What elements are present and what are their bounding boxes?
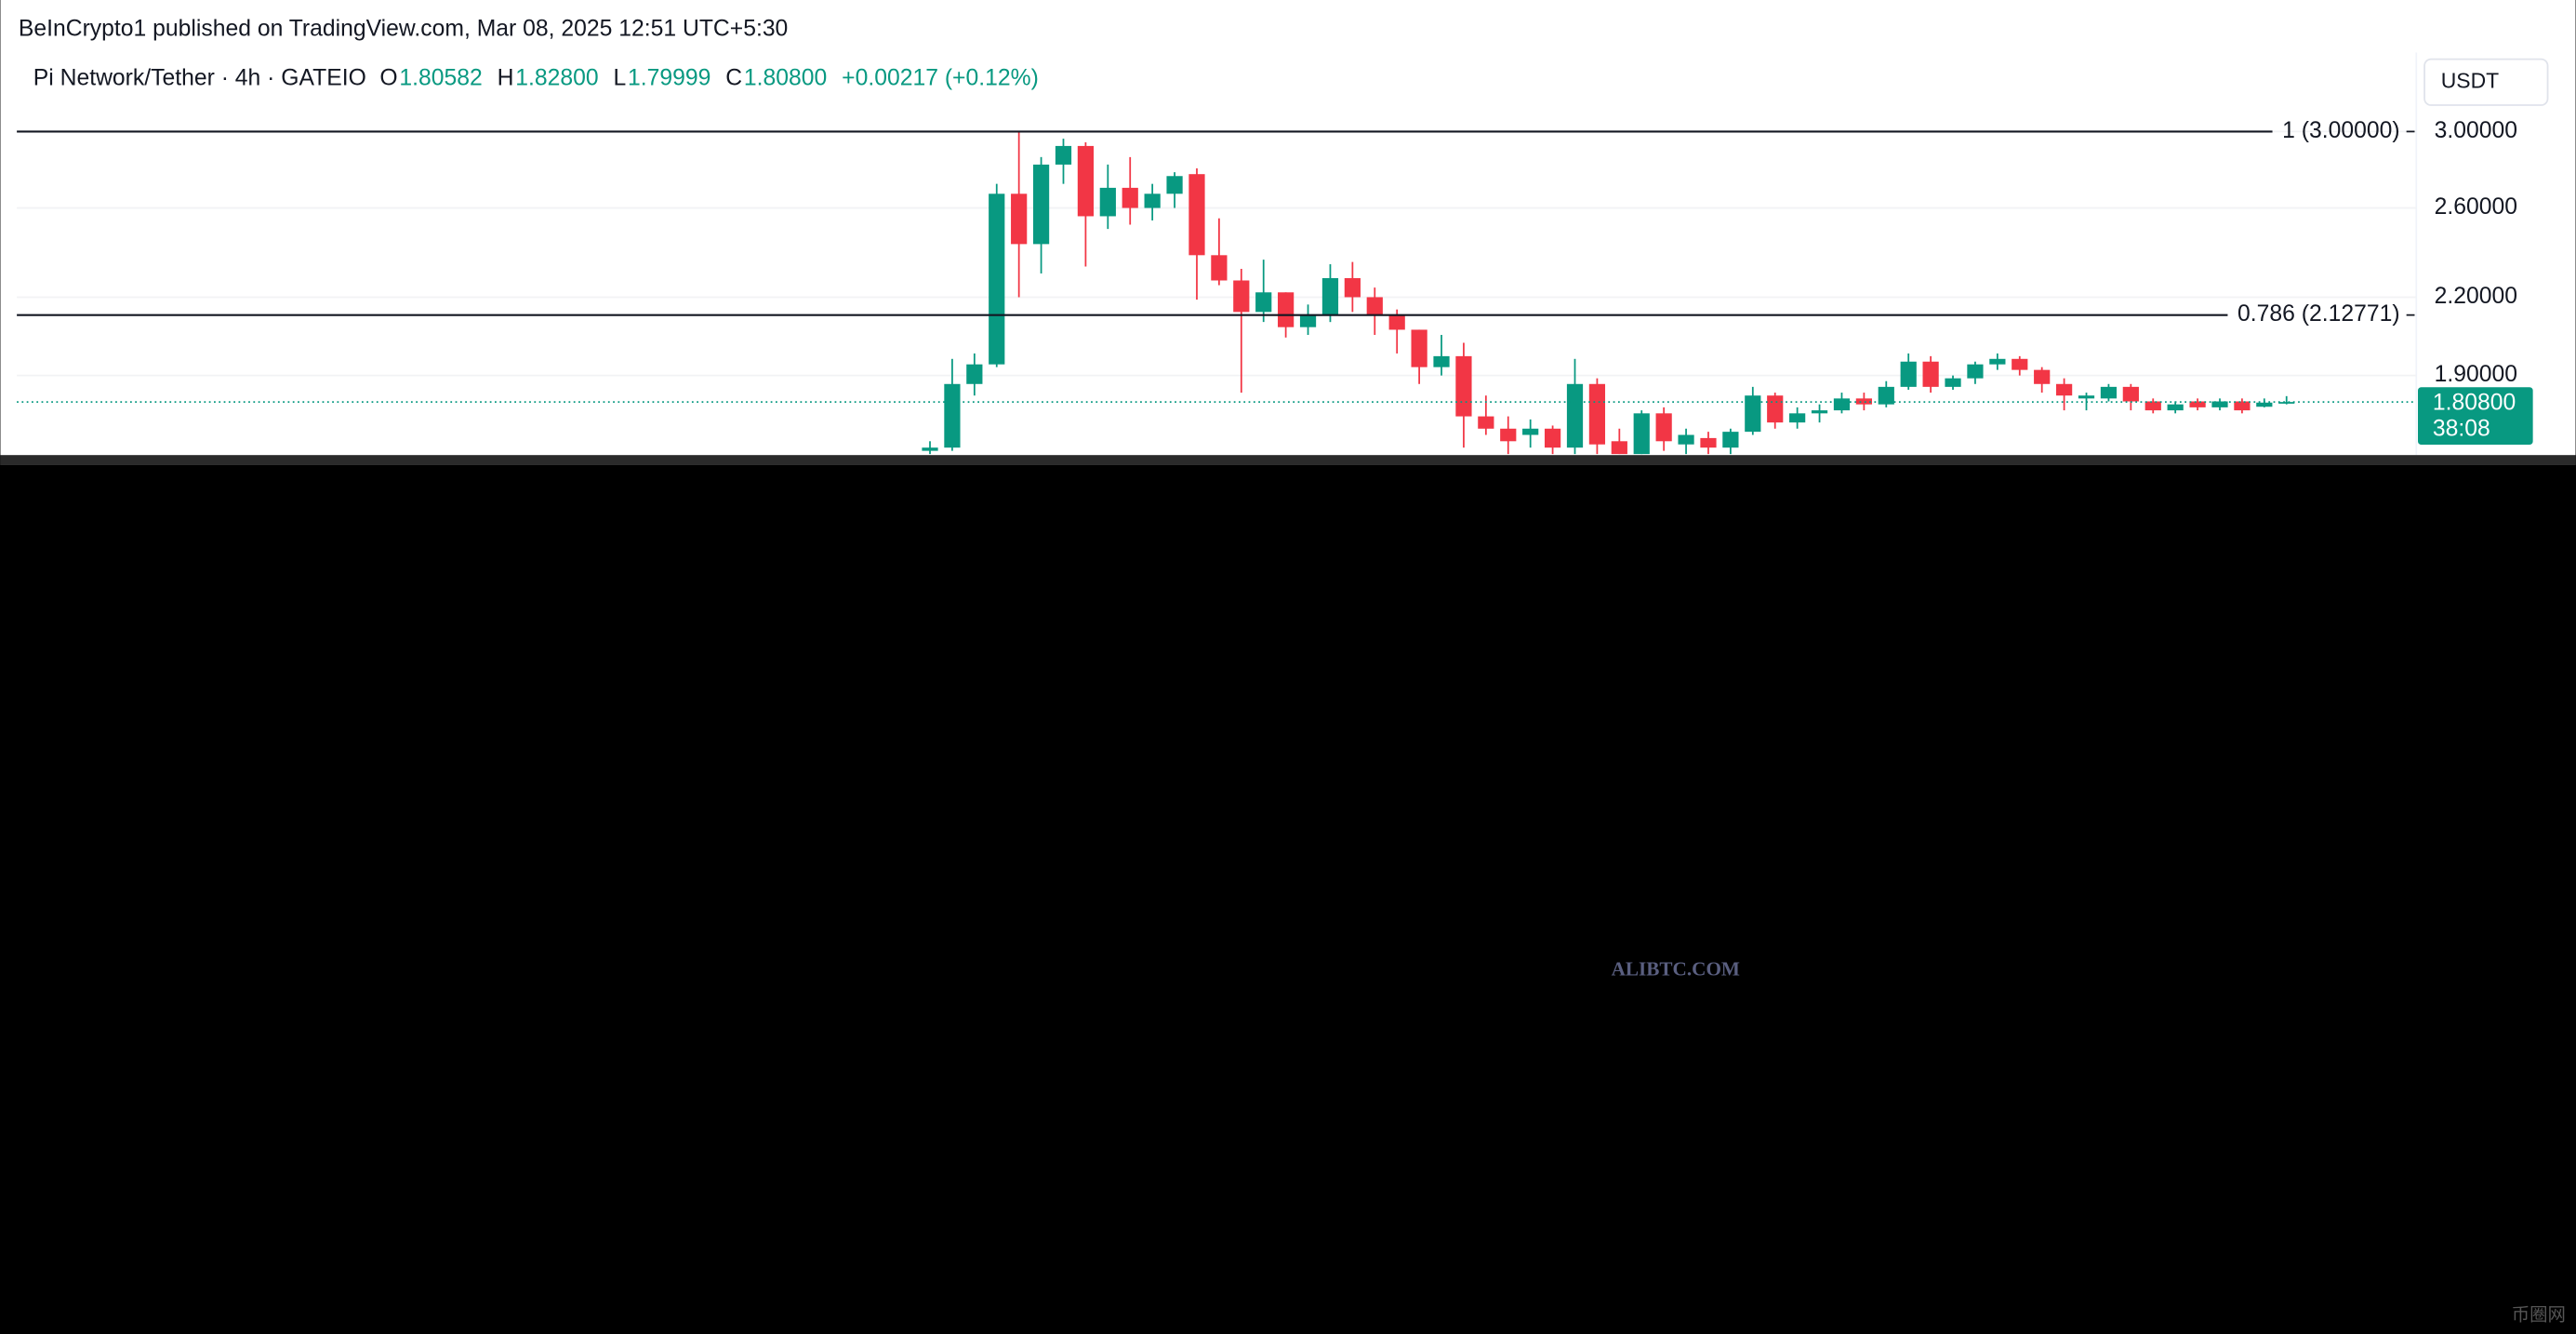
fib-label: 0.786 (2.12771) [2237,301,2400,327]
countdown: 38:08 [2433,417,2490,442]
candle-body [1655,413,1672,442]
chart-background [0,0,2576,465]
candle-body [1166,176,1183,194]
legend-value: 1.82800 [515,65,598,90]
candle-body [1967,364,1984,379]
candle-body [1878,386,1894,405]
candle-body [2211,401,2228,407]
candle-body [944,383,961,448]
candle-body [1722,432,1739,448]
candle-body [2189,401,2206,407]
candle-body [966,364,983,384]
y-tick-label: 2.60000 [2435,194,2517,220]
corner-logo: 币圈网 [2512,1305,2566,1326]
candle-body [2078,395,2095,399]
candle-body [1811,410,1828,414]
candle-body [1833,398,1851,411]
candle-body [1945,378,1961,387]
candle-body [989,193,1005,365]
candle-body [1411,329,1427,367]
last-price-label: 1.80800 [2433,390,2516,415]
candle-body [1767,395,1784,423]
glitch-band [0,455,2576,465]
y-tick-label: 2.20000 [2435,284,2517,309]
candle-body [1500,428,1517,442]
y-tick-label: 1.90000 [2435,362,2517,387]
candle-body [1366,297,1383,315]
legend-value: 1.80800 [744,65,827,90]
candle-body [1144,193,1161,208]
candle-body [1344,277,1361,298]
legend-key: O [379,65,397,90]
candle-body [2278,402,2295,404]
last-price-box [2418,387,2533,446]
candle-body [1633,413,1650,455]
candle-body [1299,314,1317,327]
candle-body [2012,358,2028,370]
candle-body [1055,145,1072,165]
y-tick-label: 3.00000 [2435,118,2517,143]
candle-body [1433,355,1450,367]
candle-body [1566,383,1584,448]
candle-body [1255,292,1272,313]
legend-value: 1.79999 [628,65,710,90]
candle-body [1278,292,1295,327]
candle-body [2055,383,2073,396]
candle-body [1321,277,1339,315]
symbol-legend: Pi Network/Tether · 4h · GATEIO [33,65,366,90]
legend-key: C [725,65,742,90]
candle-body [1188,174,1205,256]
candle-body [1588,383,1606,445]
candle-body [2234,401,2251,411]
candle-body [922,447,938,451]
candle-body [1032,164,1050,245]
candle-body [1233,280,1250,313]
candle-body [1388,314,1405,330]
legend-change: +0.00217 (+0.12%) [842,65,1039,90]
legend-key: L [614,65,627,90]
candle-body [1544,428,1561,448]
candle-body [1099,187,1116,217]
candle-body [1900,361,1917,387]
candle-body [1700,437,1717,448]
candle-body [1455,355,1472,417]
candle-body [2167,404,2184,411]
candle-body [1011,193,1028,245]
candle-body [1678,434,1694,445]
candle-body [1989,358,2006,365]
candle-body [1789,413,1806,423]
candle-body [2122,386,2139,402]
published-header: BeInCrypto1 published on TradingView.com… [19,16,788,41]
currency: USDT [2441,68,2499,92]
legend-value: 1.80582 [399,65,482,90]
candle-body [2100,386,2118,399]
candle-body [1211,255,1228,281]
legend-key: H [498,65,514,90]
fib-label: 1 (3.00000) [2282,118,2399,143]
candle-body [1478,416,1494,429]
candle-body [2034,369,2051,384]
candle-body [1922,361,1939,387]
candle-body [1077,145,1095,217]
candle-body [1745,395,1761,433]
candle-body [1522,428,1539,435]
currency-button[interactable] [2423,58,2549,106]
candle-body [1611,441,1627,455]
watermark: ALIBTC.COM [1612,958,1740,980]
candle-body [2256,402,2273,407]
candle-body [2144,401,2161,411]
black-area [0,464,2576,1334]
candle-body [1122,187,1138,208]
candle-body [1855,398,1872,405]
